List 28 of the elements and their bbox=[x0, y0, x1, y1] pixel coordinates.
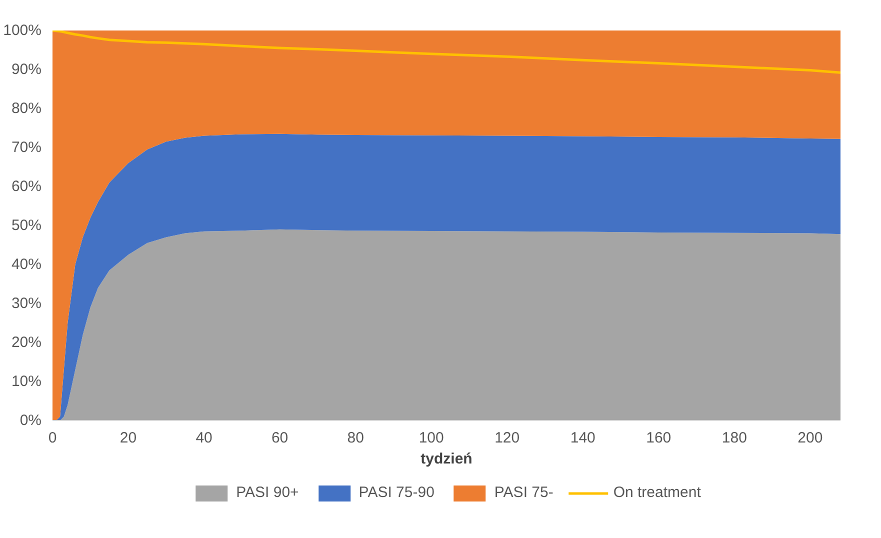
x-axis-title: tydzień bbox=[420, 450, 472, 468]
x-tick-label: 20 bbox=[120, 430, 137, 446]
x-tick-label: 180 bbox=[722, 430, 747, 446]
legend-label: On treatment bbox=[613, 484, 701, 501]
x-tick-label: 160 bbox=[646, 430, 672, 446]
y-tick-label: 60% bbox=[11, 178, 42, 195]
y-tick-label: 70% bbox=[11, 139, 42, 156]
x-tick-label: 60 bbox=[271, 430, 288, 446]
line-series bbox=[52, 30, 840, 74]
y-tick-label: 90% bbox=[11, 61, 42, 78]
x-tick-label: 140 bbox=[570, 430, 596, 446]
y-tick-label: 30% bbox=[11, 295, 42, 312]
x-tick-label: 40 bbox=[196, 430, 212, 446]
y-tick-label: 40% bbox=[11, 256, 42, 273]
x-tick-label: 0 bbox=[48, 430, 57, 446]
y-tick-label: 10% bbox=[11, 373, 42, 390]
legend-label: PASI 90+ bbox=[236, 484, 299, 501]
y-tick-label: 80% bbox=[11, 100, 42, 117]
y-tick-label: 50% bbox=[11, 217, 42, 234]
y-tick-label: 0% bbox=[20, 412, 42, 429]
x-tick-label: 80 bbox=[347, 430, 364, 446]
x-tick-label: 120 bbox=[494, 430, 520, 446]
y-tick-label: 100% bbox=[3, 22, 42, 39]
x-tick-label: 100 bbox=[418, 430, 444, 446]
x-tick-label: 200 bbox=[798, 430, 823, 446]
legend-label: PASI 75-90 bbox=[358, 484, 434, 501]
y-tick-label: 20% bbox=[11, 334, 42, 351]
legend-label: PASI 75- bbox=[494, 484, 554, 501]
